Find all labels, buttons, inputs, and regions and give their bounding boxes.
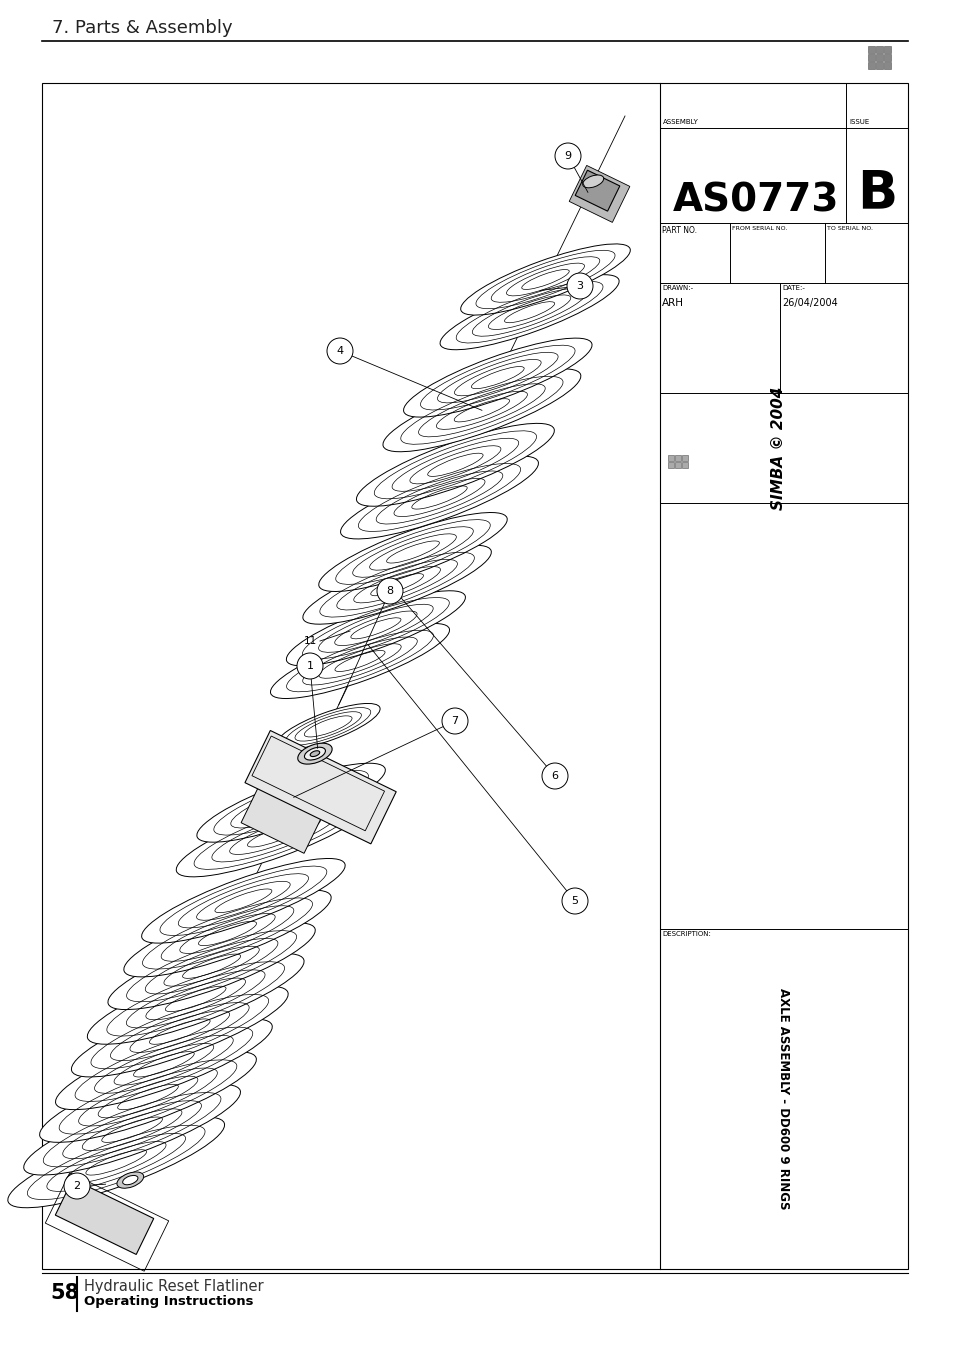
Ellipse shape <box>286 590 465 666</box>
Text: DRAWN:-: DRAWN:- <box>661 285 693 290</box>
Ellipse shape <box>318 512 507 592</box>
Bar <box>675 462 680 467</box>
Bar <box>569 165 629 223</box>
Ellipse shape <box>40 1051 256 1143</box>
Bar <box>875 62 882 69</box>
Ellipse shape <box>24 1085 240 1175</box>
Bar <box>883 62 890 69</box>
Ellipse shape <box>271 623 449 698</box>
Text: AS0773: AS0773 <box>672 181 839 219</box>
Bar <box>875 54 882 61</box>
Text: B: B <box>856 168 896 219</box>
Bar <box>245 731 395 844</box>
Ellipse shape <box>8 1117 224 1208</box>
Bar <box>675 455 680 461</box>
Ellipse shape <box>124 890 331 977</box>
Ellipse shape <box>117 1171 144 1189</box>
Ellipse shape <box>541 763 567 789</box>
Ellipse shape <box>297 743 332 765</box>
Bar <box>867 62 874 69</box>
Ellipse shape <box>582 176 603 188</box>
Ellipse shape <box>304 747 325 761</box>
Text: SIMBA © 2004: SIMBA © 2004 <box>771 386 785 509</box>
Ellipse shape <box>340 457 537 539</box>
Text: 26/04/2004: 26/04/2004 <box>781 299 837 308</box>
Ellipse shape <box>566 273 593 299</box>
Bar <box>681 462 687 467</box>
Bar <box>867 54 874 61</box>
Ellipse shape <box>439 274 618 350</box>
Ellipse shape <box>561 888 587 915</box>
Ellipse shape <box>276 704 379 750</box>
Bar <box>681 455 687 461</box>
Bar <box>55 1179 153 1255</box>
Text: 9: 9 <box>564 151 571 161</box>
Bar <box>252 736 384 831</box>
Bar <box>875 46 882 53</box>
Ellipse shape <box>555 143 580 169</box>
Text: 8: 8 <box>386 586 394 596</box>
Ellipse shape <box>64 1173 90 1198</box>
Ellipse shape <box>382 369 580 451</box>
Bar <box>883 46 890 53</box>
Ellipse shape <box>108 923 314 1009</box>
Text: 6: 6 <box>551 771 558 781</box>
Ellipse shape <box>356 423 554 507</box>
Bar <box>667 462 673 467</box>
Text: 4: 4 <box>336 346 343 357</box>
Bar <box>883 54 890 61</box>
Ellipse shape <box>310 751 319 757</box>
Text: 2: 2 <box>73 1181 80 1192</box>
Text: 1: 1 <box>306 661 314 671</box>
Bar <box>867 46 874 53</box>
Ellipse shape <box>196 763 385 842</box>
Text: PART NO.: PART NO. <box>661 226 697 235</box>
Text: 5: 5 <box>571 896 578 907</box>
Ellipse shape <box>123 1175 138 1185</box>
Text: Hydraulic Reset Flatliner: Hydraulic Reset Flatliner <box>84 1278 263 1293</box>
Ellipse shape <box>176 794 374 877</box>
Text: 7. Parts & Assembly: 7. Parts & Assembly <box>52 19 233 36</box>
Ellipse shape <box>141 858 345 943</box>
Bar <box>45 1173 169 1271</box>
Bar <box>575 170 619 211</box>
Text: ARH: ARH <box>661 299 683 308</box>
Text: 58: 58 <box>50 1283 79 1302</box>
Ellipse shape <box>441 708 468 734</box>
Text: 3: 3 <box>576 281 583 290</box>
Text: 7: 7 <box>451 716 458 725</box>
Text: 11: 11 <box>303 636 316 646</box>
Text: TO SERIAL NO.: TO SERIAL NO. <box>826 226 872 231</box>
Ellipse shape <box>88 954 304 1044</box>
Bar <box>241 786 321 854</box>
Text: DATE:-: DATE:- <box>781 285 804 290</box>
Ellipse shape <box>460 245 630 315</box>
Text: ISSUE: ISSUE <box>848 119 868 126</box>
Text: FROM SERIAL NO.: FROM SERIAL NO. <box>731 226 786 231</box>
Ellipse shape <box>403 338 592 417</box>
Bar <box>667 455 673 461</box>
Text: DESCRIPTION:: DESCRIPTION: <box>661 931 710 938</box>
Text: Operating Instructions: Operating Instructions <box>84 1294 253 1308</box>
Ellipse shape <box>302 546 491 624</box>
Ellipse shape <box>55 1019 272 1109</box>
Ellipse shape <box>327 338 353 363</box>
Ellipse shape <box>71 986 288 1077</box>
Text: AXLE ASSEMBLY - DD600 9 RINGS: AXLE ASSEMBLY - DD600 9 RINGS <box>777 988 790 1209</box>
Bar <box>42 82 907 1269</box>
Ellipse shape <box>376 578 402 604</box>
Ellipse shape <box>296 653 323 680</box>
Text: ASSEMBLY: ASSEMBLY <box>662 119 699 126</box>
